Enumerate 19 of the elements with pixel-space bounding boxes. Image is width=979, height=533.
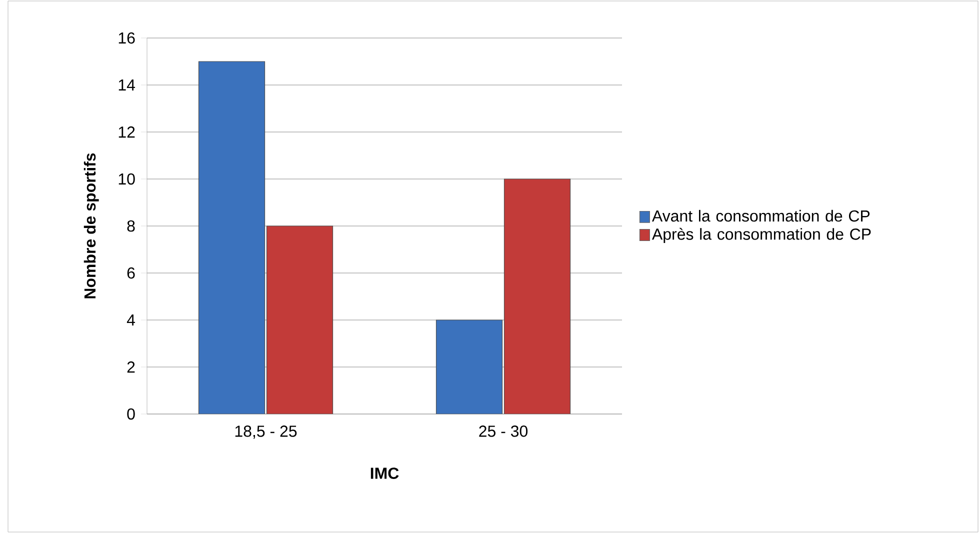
y-tick-label: 14	[118, 79, 136, 90]
y-tick-label: 12	[118, 126, 135, 138]
legend-label: Après la consommation de CP	[652, 228, 871, 244]
bar	[198, 61, 266, 414]
y-tick-label: 10	[118, 173, 135, 185]
legend-label: Avant la consommation de CP	[652, 210, 870, 222]
y-tick-label: 8	[127, 220, 135, 232]
y-tick-label: 0	[127, 408, 135, 420]
y-tick-label: 4	[126, 314, 136, 326]
bar	[436, 320, 503, 414]
bar	[504, 178, 571, 414]
bar	[266, 226, 334, 414]
y-axis-title: Nombre de sportifs	[84, 153, 99, 298]
y-tick-label: 2	[127, 361, 135, 373]
x-tick-label: 18,5 - 25	[235, 426, 297, 439]
y-tick-label: 16	[118, 32, 135, 44]
x-tick-label: 25 - 30	[479, 426, 528, 437]
x-axis-title: IMC	[370, 468, 399, 479]
y-tick-label: 6	[127, 267, 135, 279]
